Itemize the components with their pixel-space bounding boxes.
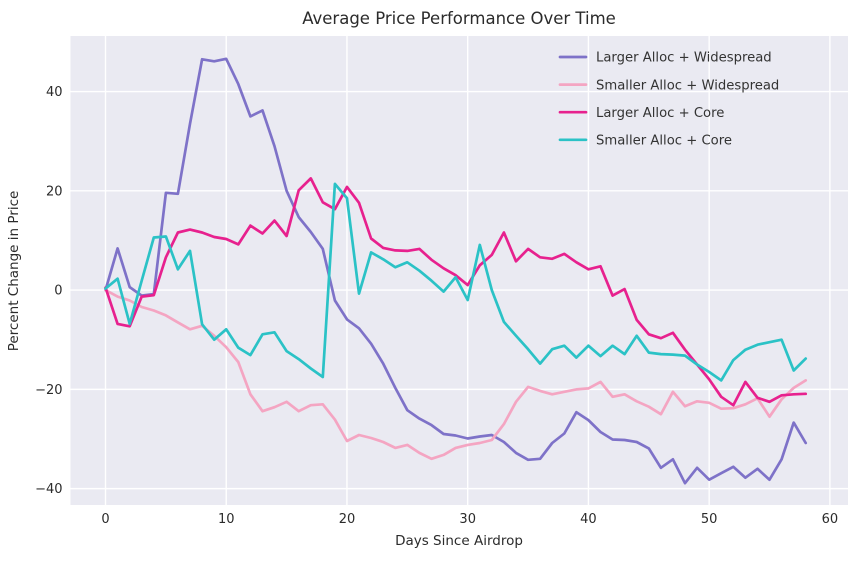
- series-line-smaller-alloc-widespread: [104, 288, 808, 461]
- x-tick-label: 10: [218, 512, 235, 527]
- legend-label: Larger Alloc + Core: [596, 106, 724, 121]
- x-axis-label: Days Since Airdrop: [395, 533, 523, 549]
- y-axis-label: Percent Change in Price: [6, 191, 22, 352]
- tick-layer: 0 10 20 30 40 50 60 −40 −20 0 20 40: [35, 85, 838, 527]
- y-tick-label: −40: [35, 482, 62, 497]
- y-tick-label: −20: [35, 383, 62, 398]
- x-tick-label: 30: [459, 512, 476, 527]
- x-tick-label: 40: [580, 512, 597, 527]
- x-tick-label: 60: [822, 512, 839, 527]
- x-tick-label: 20: [339, 512, 356, 527]
- series-line-larger-alloc-widespread: [104, 57, 808, 485]
- legend-label: Smaller Alloc + Core: [596, 134, 732, 149]
- legend-item: Smaller Alloc + Widespread: [558, 78, 779, 93]
- legend: Larger Alloc + Widespread Smaller Alloc +…: [558, 51, 779, 149]
- series-layer: [104, 57, 808, 485]
- legend-item: Smaller Alloc + Core: [558, 134, 732, 149]
- y-tick-label: 20: [46, 184, 63, 199]
- chart-title: Average Price Performance Over Time: [302, 9, 616, 28]
- y-tick-label: 0: [54, 284, 62, 299]
- x-tick-label: 0: [101, 512, 109, 527]
- legend-label: Larger Alloc + Widespread: [596, 51, 772, 66]
- plot-area: [70, 36, 848, 505]
- y-tick-label: 40: [46, 85, 63, 100]
- series-line-smaller-alloc-core: [104, 182, 808, 382]
- legend-label: Smaller Alloc + Widespread: [596, 78, 779, 93]
- legend-item: Larger Alloc + Widespread: [558, 51, 772, 66]
- series-line-larger-alloc-core: [104, 177, 808, 407]
- legend-item: Larger Alloc + Core: [558, 106, 724, 121]
- x-tick-label: 50: [701, 512, 718, 527]
